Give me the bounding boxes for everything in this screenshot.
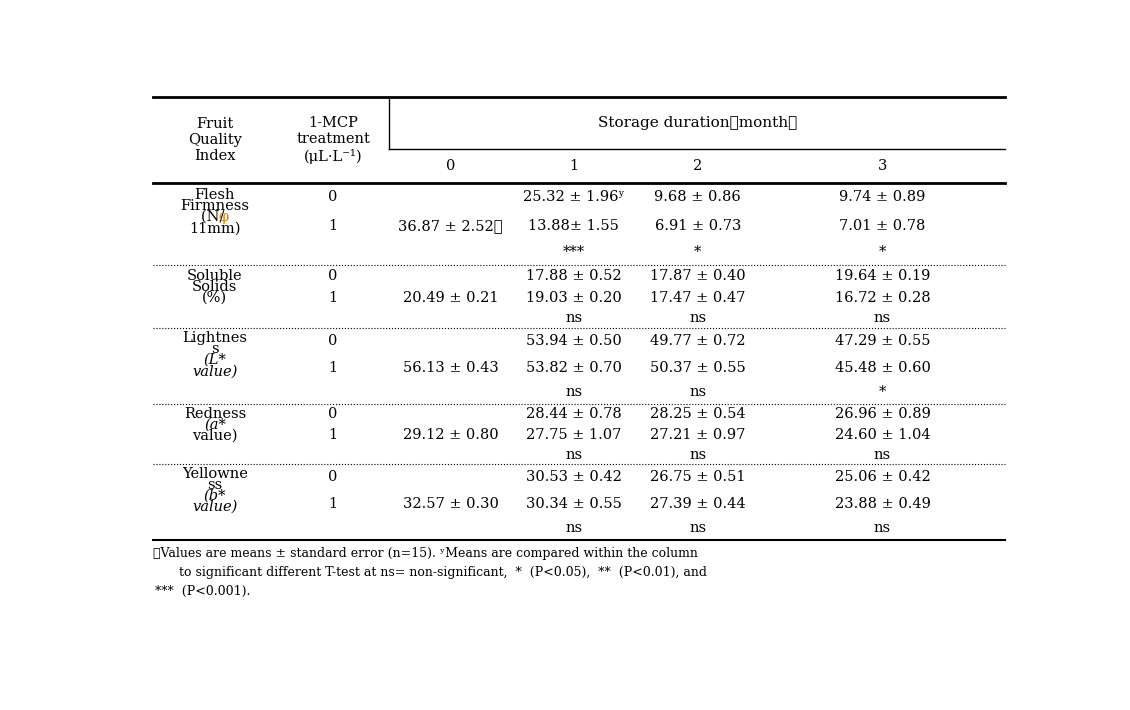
Text: Solids: Solids: [192, 280, 237, 294]
Text: Fruit
Quality
Index: Fruit Quality Index: [188, 116, 242, 163]
Text: ns: ns: [565, 386, 582, 399]
Text: 17.88 ± 0.52: 17.88 ± 0.52: [525, 268, 622, 283]
Text: *: *: [879, 386, 886, 399]
Text: ns: ns: [873, 521, 892, 535]
Text: 19.64 ± 0.19: 19.64 ± 0.19: [835, 268, 930, 283]
Text: 50.37 ± 0.55: 50.37 ± 0.55: [650, 361, 746, 375]
Text: ns: ns: [689, 312, 706, 325]
Text: 27.39 ± 0.44: 27.39 ± 0.44: [650, 496, 746, 510]
Text: 1-MCP
treatment
(μL·L⁻¹): 1-MCP treatment (μL·L⁻¹): [296, 116, 370, 164]
Text: 17.47 ± 0.47: 17.47 ± 0.47: [650, 291, 746, 305]
Text: 53.82 ± 0.70: 53.82 ± 0.70: [525, 361, 622, 375]
Text: 1: 1: [329, 291, 338, 305]
Text: 27.75 ± 1.07: 27.75 ± 1.07: [525, 428, 622, 442]
Text: 9.68 ± 0.86: 9.68 ± 0.86: [654, 190, 741, 204]
Text: 0: 0: [329, 334, 338, 348]
Text: Yellowne: Yellowne: [182, 466, 247, 481]
Text: 29.12 ± 0.80: 29.12 ± 0.80: [402, 428, 498, 442]
Text: 24.60 ± 1.04: 24.60 ± 1.04: [835, 428, 930, 442]
Text: Soluble: Soluble: [188, 268, 243, 283]
Text: (N/: (N/: [201, 210, 229, 224]
Text: ᵴValues are means ± standard error (n=15). ʸMeans are compared within the column: ᵴValues are means ± standard error (n=15…: [153, 547, 697, 560]
Text: s: s: [211, 342, 219, 356]
Text: ns: ns: [565, 312, 582, 325]
Text: 0: 0: [329, 268, 338, 283]
Text: Storage duration（month）: Storage duration（month）: [598, 116, 797, 130]
Text: 30.34 ± 0.55: 30.34 ± 0.55: [525, 496, 622, 510]
Text: 25.32 ± 1.96ʸ: 25.32 ± 1.96ʸ: [523, 190, 625, 204]
Text: 27.21 ± 0.97: 27.21 ± 0.97: [650, 428, 746, 442]
Text: to significant different T-test at ns= non-significant,  *  (P<0.05),  **  (P<0.: to significant different T-test at ns= n…: [167, 566, 707, 579]
Text: 53.94 ± 0.50: 53.94 ± 0.50: [525, 334, 622, 348]
Text: 6.91 ± 0.73: 6.91 ± 0.73: [654, 219, 741, 233]
Text: 23.88 ± 0.49: 23.88 ± 0.49: [835, 496, 930, 510]
Text: 17.87 ± 0.40: 17.87 ± 0.40: [650, 268, 746, 283]
Text: 19.03 ± 0.20: 19.03 ± 0.20: [525, 291, 622, 305]
Text: 2: 2: [693, 159, 703, 173]
Text: 7.01 ± 0.78: 7.01 ± 0.78: [840, 219, 925, 233]
Text: 28.44 ± 0.78: 28.44 ± 0.78: [525, 407, 622, 421]
Text: 25.06 ± 0.42: 25.06 ± 0.42: [835, 470, 930, 484]
Text: 11mm): 11mm): [189, 222, 241, 235]
Text: 49.77 ± 0.72: 49.77 ± 0.72: [650, 334, 746, 348]
Text: 20.49 ± 0.21: 20.49 ± 0.21: [402, 291, 498, 305]
Text: ns: ns: [689, 448, 706, 462]
Text: 28.25 ± 0.54: 28.25 ± 0.54: [650, 407, 746, 421]
Text: 45.48 ± 0.60: 45.48 ± 0.60: [835, 361, 930, 375]
Text: 1: 1: [570, 159, 579, 173]
Text: (a*: (a*: [203, 417, 226, 432]
Text: value): value): [192, 429, 237, 443]
Text: 1: 1: [329, 219, 338, 233]
Text: ns: ns: [873, 312, 892, 325]
Text: 13.88± 1.55: 13.88± 1.55: [528, 219, 619, 233]
Text: 0: 0: [329, 190, 338, 204]
Text: 1: 1: [329, 428, 338, 442]
Text: 32.57 ± 0.30: 32.57 ± 0.30: [402, 496, 498, 510]
Text: ns: ns: [873, 448, 892, 462]
Text: (%): (%): [202, 291, 227, 305]
Text: (b*: (b*: [203, 489, 226, 503]
Text: ss: ss: [207, 478, 223, 492]
Text: φ: φ: [218, 210, 228, 224]
Text: value): value): [192, 500, 237, 514]
Text: 1: 1: [329, 361, 338, 375]
Text: 30.53 ± 0.42: 30.53 ± 0.42: [525, 470, 622, 484]
Text: ns: ns: [565, 448, 582, 462]
Text: Lightnes: Lightnes: [182, 331, 247, 344]
Text: value): value): [192, 364, 237, 378]
Text: 26.96 ± 0.89: 26.96 ± 0.89: [835, 407, 930, 421]
Text: 1: 1: [329, 496, 338, 510]
Text: 9.74 ± 0.89: 9.74 ± 0.89: [840, 190, 925, 204]
Text: Firmness: Firmness: [181, 199, 250, 213]
Text: 36.87 ± 2.52ᵴ: 36.87 ± 2.52ᵴ: [398, 219, 503, 233]
Text: ***  (P<0.001).: *** (P<0.001).: [155, 585, 251, 599]
Text: 26.75 ± 0.51: 26.75 ± 0.51: [650, 470, 746, 484]
Text: Redness: Redness: [184, 407, 246, 420]
Text: (L*: (L*: [203, 353, 226, 367]
Text: 0: 0: [329, 407, 338, 421]
Text: ns: ns: [565, 521, 582, 535]
Text: *: *: [879, 246, 886, 259]
Text: ns: ns: [689, 386, 706, 399]
Text: 0: 0: [446, 159, 455, 173]
Text: ns: ns: [689, 521, 706, 535]
Text: ***: ***: [563, 246, 584, 259]
Text: 3: 3: [878, 159, 887, 173]
Text: 47.29 ± 0.55: 47.29 ± 0.55: [835, 334, 930, 348]
Text: 56.13 ± 0.43: 56.13 ± 0.43: [402, 361, 498, 375]
Text: *: *: [694, 246, 702, 259]
Text: 16.72 ± 0.28: 16.72 ± 0.28: [835, 291, 930, 305]
Text: 0: 0: [329, 470, 338, 484]
Text: Flesh: Flesh: [194, 187, 235, 202]
